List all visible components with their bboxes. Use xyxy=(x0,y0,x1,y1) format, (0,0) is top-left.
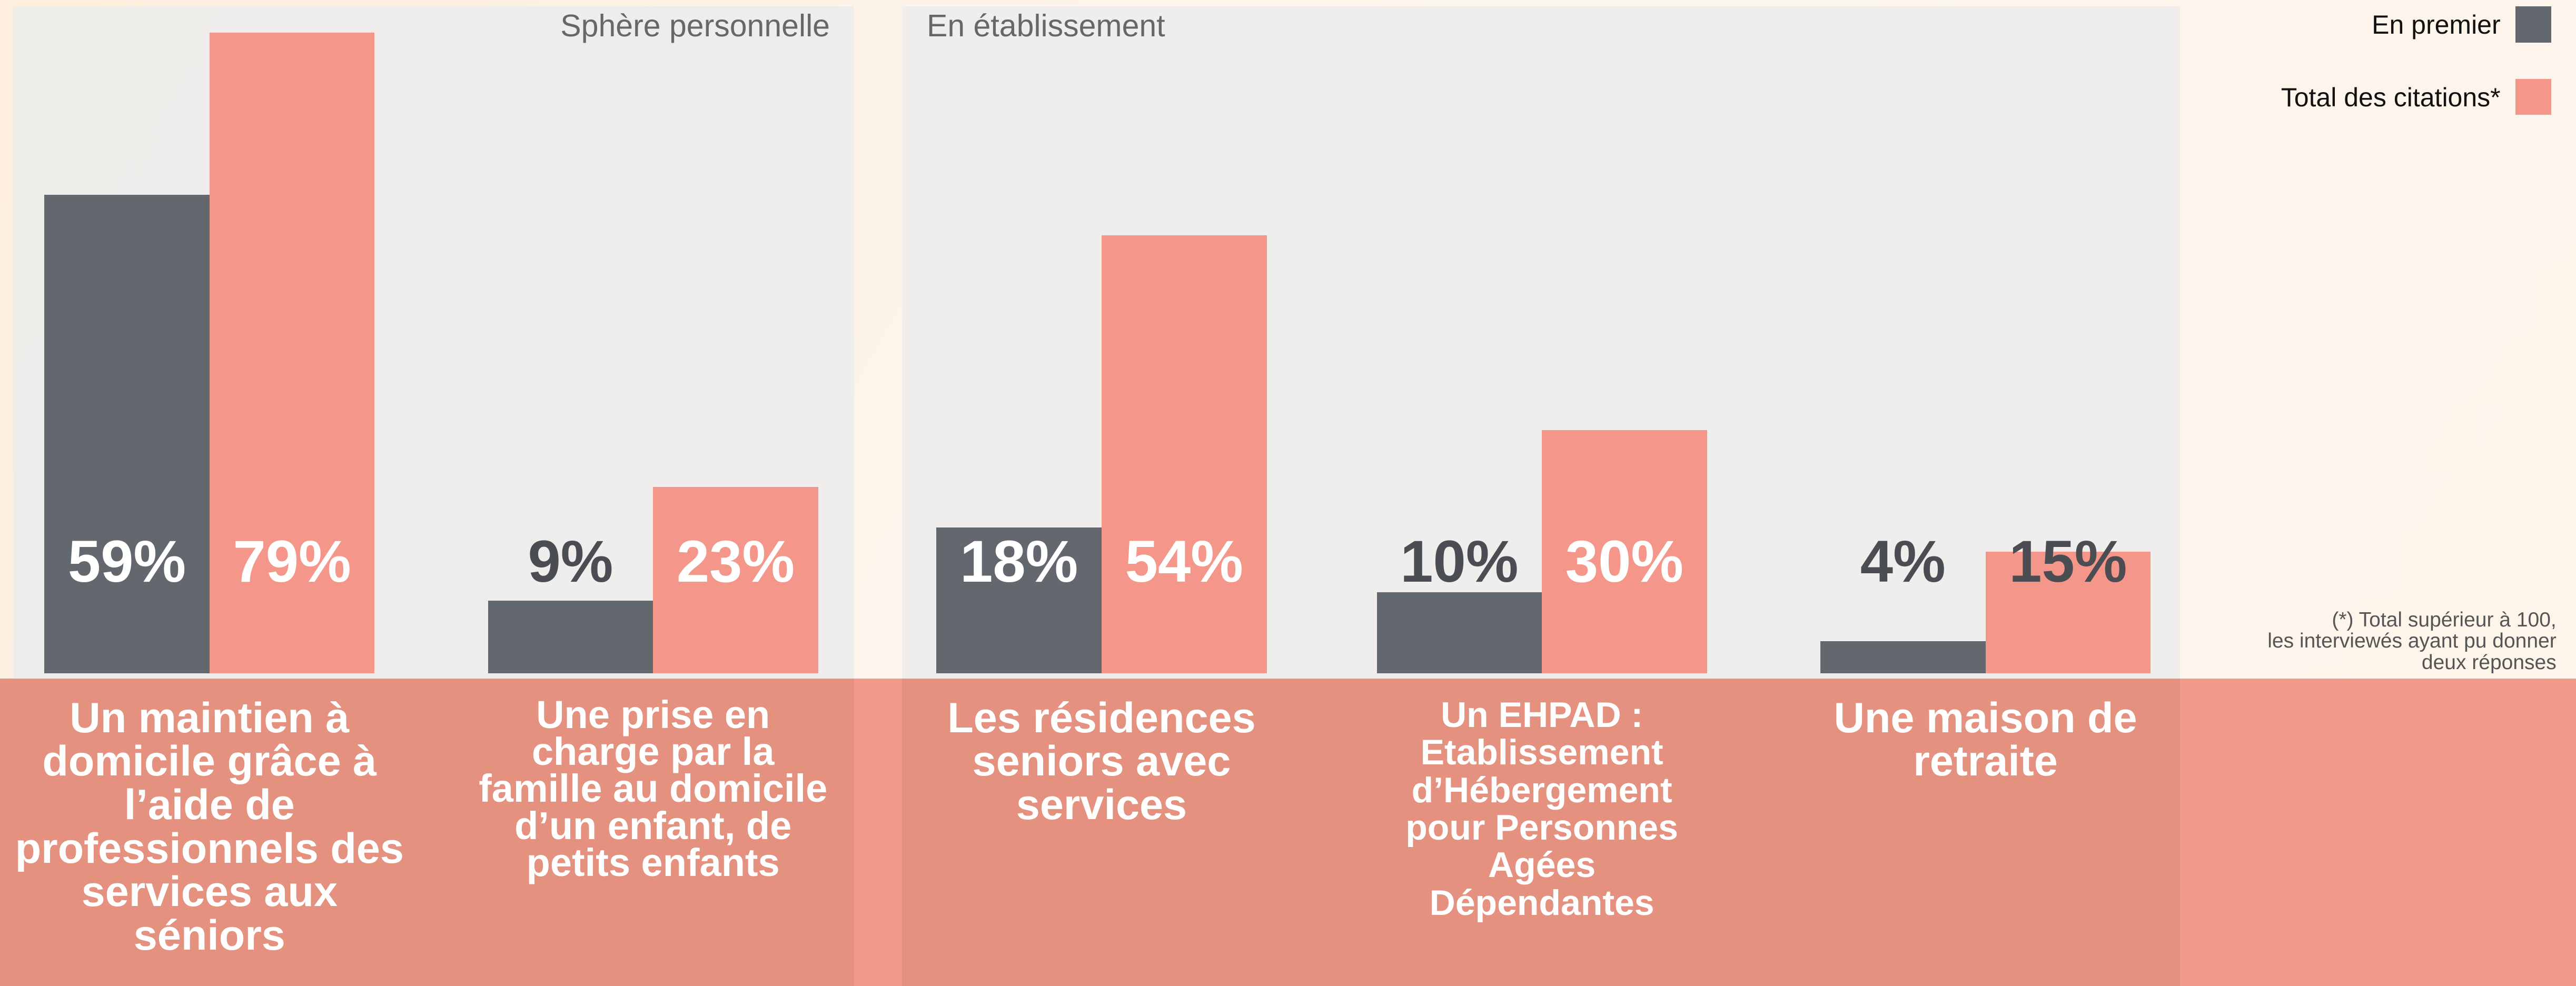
footnote: (*) Total supérieur à 100, xyxy=(2332,608,2557,631)
legend-label: En premier xyxy=(2372,10,2501,40)
category-label: Un EHPAD : Etablissement d’Hébergement p… xyxy=(1405,694,1678,923)
category-label: Une maison de retraite xyxy=(1834,694,2137,785)
value-label: 4% xyxy=(1860,529,1946,595)
bar xyxy=(1542,430,1707,674)
legend-swatch xyxy=(2515,6,2552,43)
category-label: Les résidences seniors avec services xyxy=(947,694,1256,829)
value-label: 18% xyxy=(960,529,1078,595)
value-label: 30% xyxy=(1565,529,1683,595)
value-label: 59% xyxy=(67,529,186,595)
panel-title: Sphère personnelle xyxy=(560,8,830,43)
label-band-panel xyxy=(0,679,854,986)
bar xyxy=(488,600,653,674)
value-label: 10% xyxy=(1400,529,1519,595)
value-label: 54% xyxy=(1125,529,1243,595)
bar xyxy=(936,527,1102,674)
bar xyxy=(653,486,818,674)
value-label: 79% xyxy=(233,529,351,595)
bar xyxy=(209,33,375,674)
bar xyxy=(44,195,210,674)
panel-title: En établissement xyxy=(927,8,1165,43)
value-label: 15% xyxy=(2009,529,2127,595)
footnote: les interviewés ayant pu donner xyxy=(2267,630,2557,653)
footnote: deux réponses xyxy=(2421,651,2557,674)
label-band-panel xyxy=(902,679,2180,986)
bar xyxy=(1820,641,1986,674)
value-label: 23% xyxy=(676,529,795,595)
legend-label: Total des citations* xyxy=(2281,82,2501,112)
category-label: Une prise en charge par la famille au do… xyxy=(479,692,828,885)
category-label: Un maintien à domicile grâce à l’aide de… xyxy=(15,694,404,959)
bar xyxy=(1376,592,1542,674)
bar xyxy=(1985,552,2151,674)
legend-swatch xyxy=(2515,78,2552,115)
bar xyxy=(1101,235,1267,674)
value-label: 9% xyxy=(528,529,613,595)
